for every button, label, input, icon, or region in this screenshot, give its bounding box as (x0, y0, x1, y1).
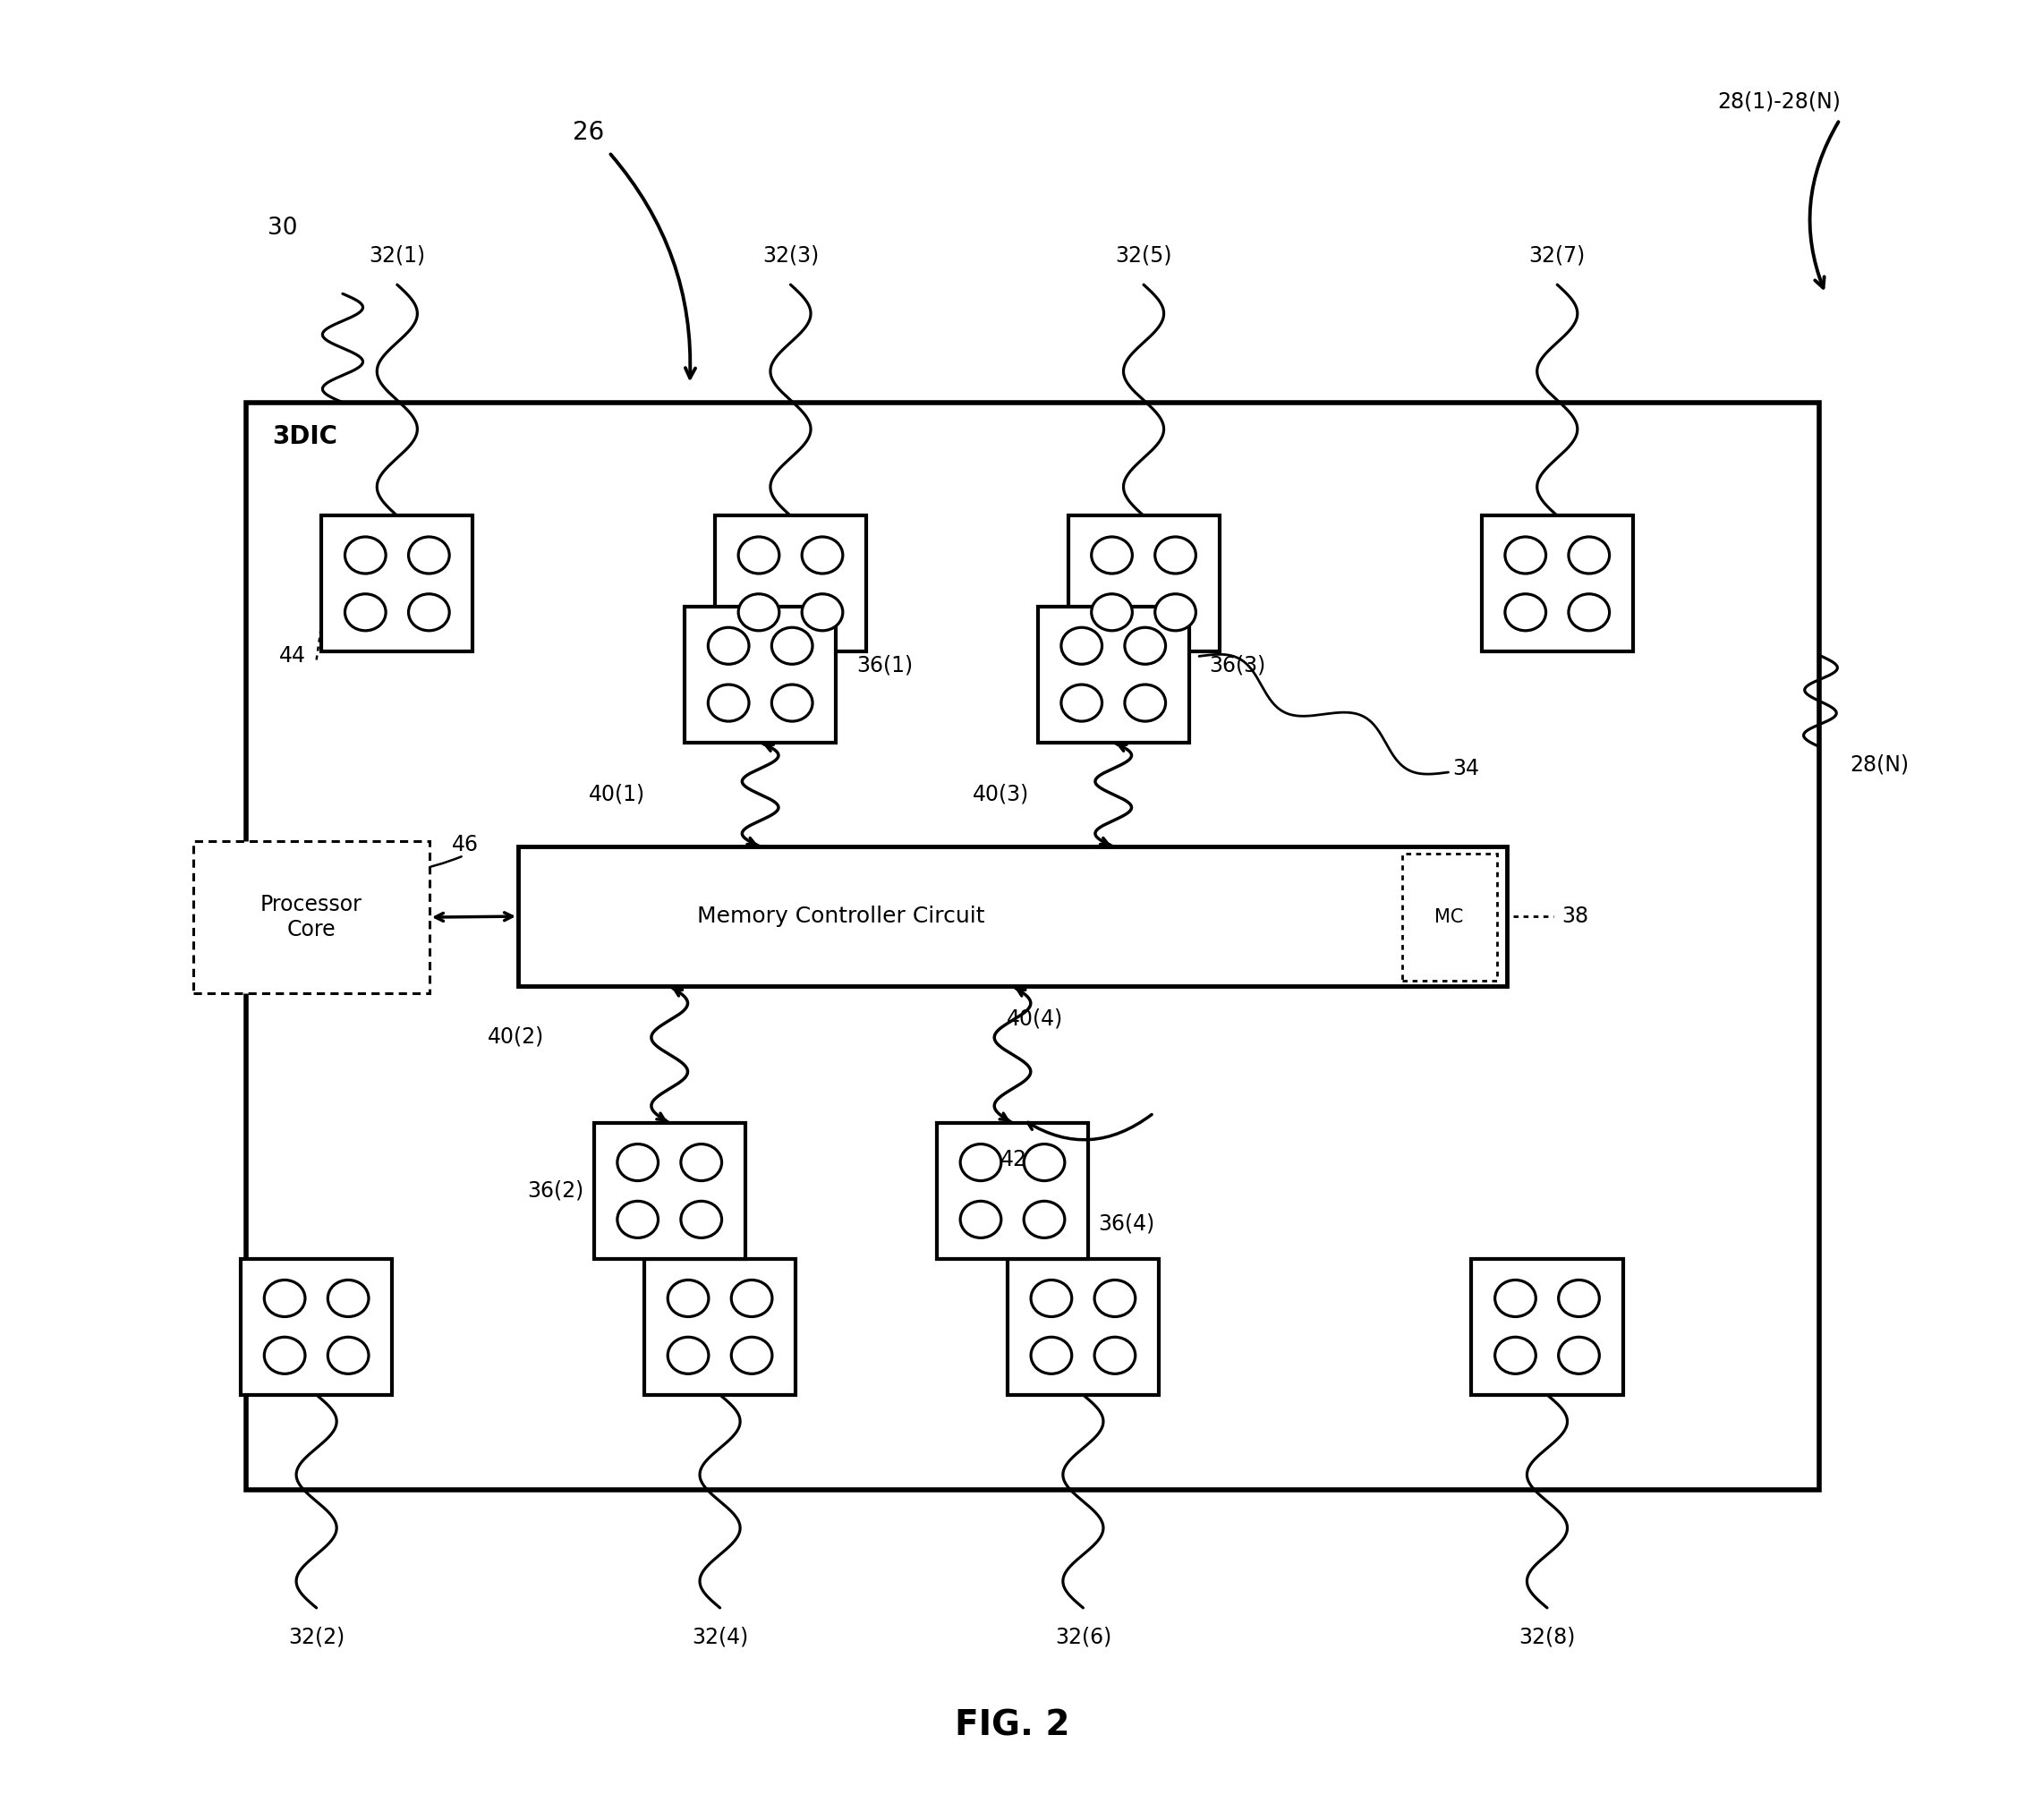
Text: 28(N): 28(N) (1849, 753, 1910, 775)
Text: 3DIC: 3DIC (271, 424, 338, 450)
Text: 32(2): 32(2) (288, 1625, 344, 1647)
Circle shape (739, 537, 780, 573)
Text: 34: 34 (1452, 757, 1478, 779)
Bar (1472, 1259, 1622, 1394)
Bar (1401, 854, 1496, 981)
Bar (715, 515, 867, 652)
Text: Processor
Core: Processor Core (261, 894, 362, 941)
Circle shape (328, 1279, 369, 1316)
Text: 32(1): 32(1) (369, 246, 425, 266)
Circle shape (618, 1145, 658, 1181)
Bar (245, 402, 1820, 1491)
Circle shape (1094, 1338, 1136, 1374)
Circle shape (709, 684, 749, 721)
Text: 40(1): 40(1) (589, 784, 646, 804)
Bar (644, 1259, 796, 1394)
Circle shape (739, 593, 780, 632)
Circle shape (802, 537, 842, 573)
Circle shape (680, 1145, 721, 1181)
Circle shape (731, 1279, 772, 1316)
Text: 26: 26 (573, 120, 605, 146)
Bar (1037, 606, 1189, 743)
Circle shape (1569, 593, 1610, 632)
Circle shape (1031, 1279, 1071, 1316)
Circle shape (263, 1279, 306, 1316)
Circle shape (1031, 1338, 1071, 1374)
Bar (1008, 1259, 1158, 1394)
Text: 40(4): 40(4) (1006, 1008, 1063, 1028)
Circle shape (1154, 537, 1197, 573)
Circle shape (1569, 537, 1610, 573)
Circle shape (344, 537, 387, 573)
Text: Memory Controller Circuit: Memory Controller Circuit (697, 906, 984, 926)
Circle shape (1091, 537, 1132, 573)
Text: 38: 38 (1561, 906, 1588, 926)
Circle shape (680, 1201, 721, 1238)
Text: MC: MC (1436, 908, 1464, 926)
Circle shape (344, 593, 387, 632)
Circle shape (731, 1338, 772, 1374)
Circle shape (960, 1145, 1000, 1181)
Circle shape (618, 1201, 658, 1238)
Circle shape (1494, 1338, 1535, 1374)
Text: 36(2): 36(2) (526, 1179, 583, 1201)
Bar (192, 841, 429, 994)
Circle shape (1559, 1279, 1600, 1316)
Circle shape (328, 1338, 369, 1374)
Bar (241, 1259, 393, 1394)
Bar (684, 606, 836, 743)
Circle shape (1025, 1201, 1065, 1238)
Text: 42: 42 (1000, 1148, 1027, 1170)
Text: 32(8): 32(8) (1519, 1625, 1575, 1647)
Text: 32(7): 32(7) (1529, 246, 1586, 266)
Text: 44: 44 (279, 646, 306, 666)
Circle shape (409, 537, 450, 573)
Text: 46: 46 (452, 834, 478, 855)
Circle shape (802, 593, 842, 632)
Text: 36(3): 36(3) (1209, 655, 1266, 675)
Text: 36(1): 36(1) (857, 655, 913, 675)
Circle shape (1494, 1279, 1535, 1316)
Bar (938, 1123, 1087, 1259)
Text: 32(3): 32(3) (761, 246, 818, 266)
Text: 32(6): 32(6) (1055, 1625, 1112, 1647)
Text: 40(2): 40(2) (488, 1026, 545, 1046)
Text: 40(3): 40(3) (972, 784, 1029, 804)
Circle shape (1559, 1338, 1600, 1374)
Bar (593, 1123, 745, 1259)
Text: 30: 30 (267, 217, 298, 240)
Circle shape (960, 1201, 1000, 1238)
Circle shape (668, 1279, 709, 1316)
Circle shape (263, 1338, 306, 1374)
Circle shape (1124, 684, 1166, 721)
Circle shape (709, 628, 749, 664)
Circle shape (772, 628, 812, 664)
Circle shape (1154, 593, 1197, 632)
Circle shape (1124, 628, 1166, 664)
Text: 32(4): 32(4) (693, 1625, 749, 1647)
Text: 32(5): 32(5) (1116, 246, 1172, 266)
Circle shape (1061, 628, 1102, 664)
Bar (518, 846, 1507, 986)
Text: FIG. 2: FIG. 2 (956, 1709, 1069, 1742)
Circle shape (668, 1338, 709, 1374)
Circle shape (1061, 684, 1102, 721)
Circle shape (1505, 593, 1545, 632)
FancyArrowPatch shape (1027, 1114, 1152, 1139)
Bar (1482, 515, 1632, 652)
Text: 28(1)-28(N): 28(1)-28(N) (1717, 91, 1841, 113)
Circle shape (1505, 537, 1545, 573)
Circle shape (1025, 1145, 1065, 1181)
Bar (322, 515, 472, 652)
Circle shape (1091, 593, 1132, 632)
Bar (1067, 515, 1219, 652)
Circle shape (409, 593, 450, 632)
Text: 36(4): 36(4) (1098, 1212, 1154, 1234)
Circle shape (1094, 1279, 1136, 1316)
Circle shape (772, 684, 812, 721)
